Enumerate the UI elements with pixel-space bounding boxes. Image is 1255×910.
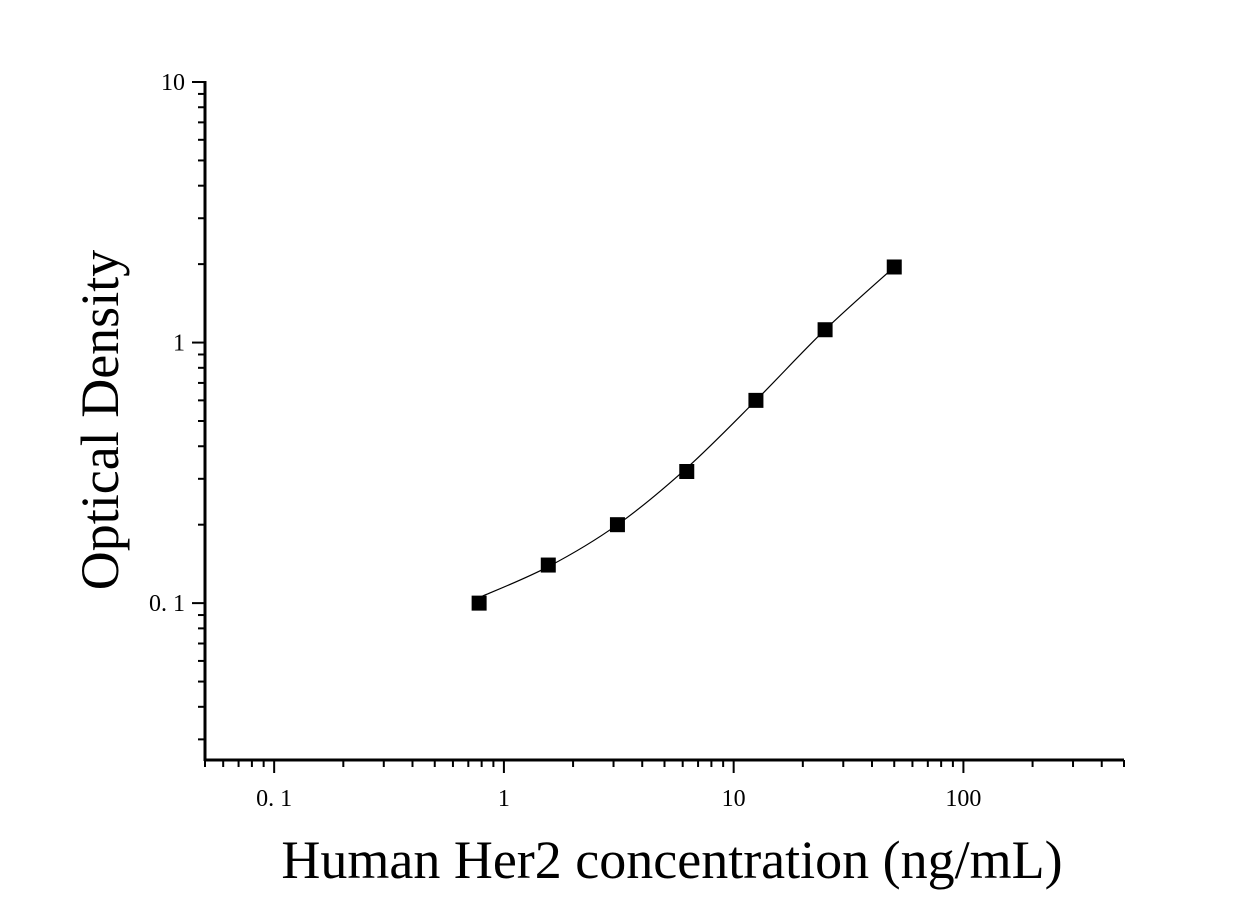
fit-curve [478,266,895,599]
x-tick-label: 10 [722,786,746,812]
data-point [817,322,833,338]
data-points-layer [471,259,902,611]
y-tick-label: 0. 1 [149,591,185,617]
x-tick-label: 100 [945,786,981,812]
axes: 0. 1 1 10 100 0. 1 1 10 [149,70,1125,812]
y-tick-label: 1 [173,331,185,357]
y-tick-label: 10 [161,70,185,96]
data-point [679,464,695,480]
data-point [886,259,902,275]
x-tick-label: 0. 1 [256,786,292,812]
data-point [540,557,556,573]
y-axis-title: Optical Density [70,250,130,590]
data-point [609,517,625,533]
fit-curve-layer [478,266,895,599]
x-axis-title: Human Her2 concentration (ng/mL) [281,830,1062,890]
data-point [748,392,764,408]
x-tick-label: 1 [498,786,510,812]
data-point [471,595,487,611]
